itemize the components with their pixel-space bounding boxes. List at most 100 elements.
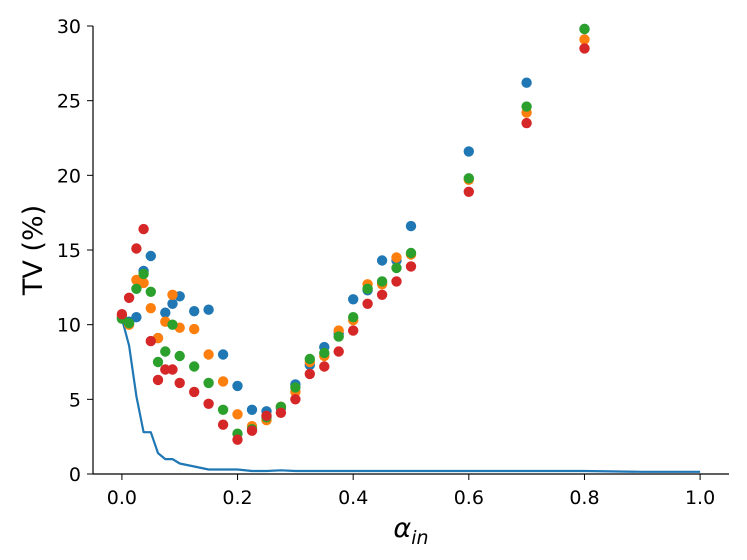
scatter-point (131, 243, 142, 254)
scatter-point (167, 364, 178, 375)
x-ticks: 0.0 0.2 0.4 0.6 0.8 1.0 (107, 474, 715, 509)
scatter-point (189, 361, 200, 372)
scatter-point (174, 350, 185, 362)
scatter-point (319, 347, 330, 359)
y-ticks: 0 5 10 15 20 25 30 (57, 16, 93, 486)
scatter-point (138, 223, 149, 235)
scatter-point (521, 117, 532, 129)
points-layer (116, 23, 590, 445)
scatter-point (131, 312, 142, 323)
y-tick-label: 10 (57, 315, 81, 337)
scatter-point (391, 262, 402, 274)
scatter-point (405, 247, 417, 259)
scatter-point (217, 349, 229, 360)
scatter-point (290, 382, 301, 393)
scatter-point (123, 318, 135, 329)
y-tick-label: 20 (57, 165, 81, 187)
scatter-point (304, 368, 315, 380)
scatter-point (189, 323, 200, 335)
scatter-point (348, 325, 359, 336)
scatter-point (348, 312, 359, 323)
scatter-point (246, 425, 258, 436)
scatter-point (160, 364, 171, 375)
scatter-point (203, 398, 214, 409)
scatter-point (232, 380, 243, 392)
scatter-point (145, 335, 156, 347)
scatter-point (463, 173, 474, 184)
scatter-point (579, 34, 590, 45)
scatter-point (521, 77, 532, 88)
tv-line (120, 318, 701, 473)
scatter-point (579, 43, 590, 54)
scatter-point (217, 404, 229, 415)
scatter-point (145, 250, 156, 262)
scatter-point (145, 303, 156, 314)
scatter-point (232, 409, 243, 420)
line-layer (120, 318, 701, 473)
scatter-point (203, 377, 214, 389)
x-tick-label: 1.0 (685, 487, 715, 509)
scatter-series-3 (116, 23, 590, 439)
scatter-point (145, 286, 156, 297)
scatter-point (167, 319, 178, 330)
scatter-point (391, 252, 402, 263)
scatter-point (160, 346, 171, 357)
scatter-point (348, 294, 359, 305)
scatter-point (167, 298, 178, 309)
x-tick-label: 0.0 (107, 487, 137, 509)
x-tick-label: 0.4 (338, 487, 368, 509)
scatter-series-1 (116, 23, 590, 417)
scatter-point (203, 304, 214, 315)
scatter-point (362, 283, 373, 294)
y-tick-label: 15 (57, 240, 81, 262)
scatter-point (232, 434, 243, 445)
scatter-point (579, 23, 590, 35)
scatter-point (138, 268, 149, 280)
scatter-point (261, 410, 272, 421)
y-tick-label: 0 (69, 464, 81, 486)
scatter-point (290, 394, 301, 405)
scatter-point (463, 146, 474, 157)
y-tick-label: 25 (57, 91, 81, 113)
scatter-point (123, 292, 135, 303)
scatter-point (463, 186, 474, 197)
scatter-point (160, 307, 171, 318)
scatter-series-2 (116, 34, 590, 432)
y-tick-label: 5 (69, 389, 81, 411)
scatter-point (333, 331, 344, 342)
scatter-series-4 (116, 43, 590, 445)
axes: 0.0 0.2 0.4 0.6 0.8 1.0 0 5 10 15 20 25 30 (57, 16, 729, 509)
scatter-point (376, 276, 388, 287)
scatter-point (217, 419, 229, 430)
plot-area (116, 23, 701, 473)
scatter-point (319, 361, 330, 372)
scatter-point (203, 349, 214, 360)
scatter-point (376, 289, 388, 300)
y-axis-title: TV (%) (18, 205, 49, 296)
scatter-point (217, 376, 229, 387)
scatter-point (138, 277, 149, 289)
x-tick-label: 0.8 (569, 487, 599, 509)
scatter-point (405, 220, 417, 232)
scatter-point (246, 404, 258, 415)
scatter-point (405, 261, 417, 272)
scatter-point (116, 309, 128, 320)
scatter-point (376, 255, 388, 266)
scatter-point (152, 356, 164, 368)
scatter-point (304, 353, 315, 365)
scatter-point (521, 101, 532, 112)
scatter-point (189, 386, 200, 398)
scatter-point (131, 283, 142, 294)
x-axis-title: αin (393, 513, 428, 549)
scatter-point (152, 374, 164, 386)
scatter-point (167, 289, 178, 300)
scatter-point (391, 276, 402, 287)
x-tick-label: 0.6 (454, 487, 484, 509)
y-tick-label: 30 (57, 16, 81, 38)
scatter-point (362, 298, 373, 309)
x-tick-label: 0.2 (222, 487, 252, 509)
scatter-point (275, 407, 287, 418)
scatter-point (189, 306, 200, 317)
scatter-point (174, 377, 185, 389)
